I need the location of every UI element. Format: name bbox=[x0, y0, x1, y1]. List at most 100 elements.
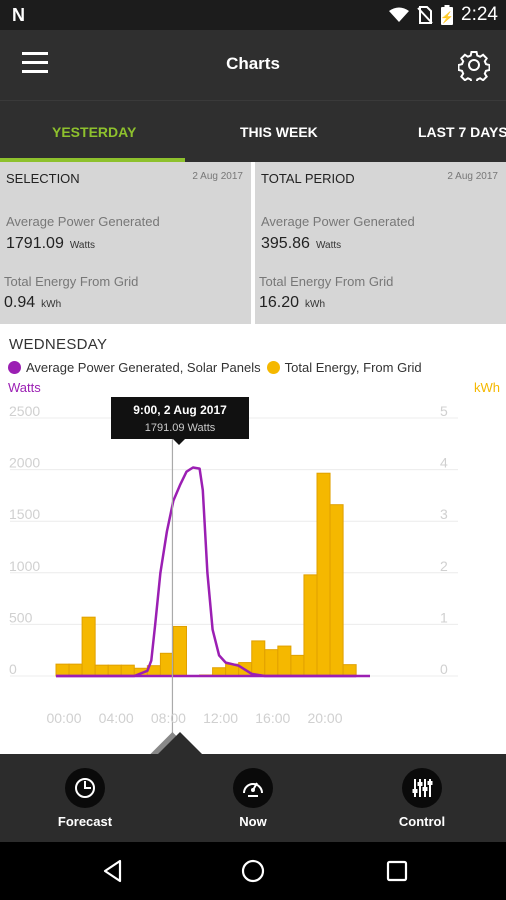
svg-text:⚡: ⚡ bbox=[441, 11, 453, 24]
hamburger-icon[interactable] bbox=[22, 52, 56, 78]
nav-control-label: Control bbox=[398, 814, 446, 829]
period-tabs: YESTERDAY THIS WEEK LAST 7 DAYS bbox=[0, 100, 506, 162]
grid-energy-bar bbox=[120, 664, 135, 677]
selection-grid-label: Total Energy From Grid bbox=[4, 274, 139, 289]
grid-energy-bar bbox=[159, 652, 174, 677]
y-right-tick-label: 5 bbox=[440, 403, 448, 419]
total-grid-number: 16.20 bbox=[259, 294, 300, 311]
selection-grid-value: 0.94 kWh bbox=[4, 294, 61, 312]
total-avg-value: 395.86 Watts bbox=[261, 235, 341, 253]
page-title: Charts bbox=[226, 54, 280, 73]
home-icon[interactable] bbox=[240, 858, 266, 884]
recents-icon[interactable] bbox=[384, 858, 410, 884]
total-avg-unit: Watts bbox=[315, 240, 342, 251]
grid-energy-bar bbox=[68, 663, 83, 677]
y-axis-left-label: Watts bbox=[8, 380, 41, 395]
tab-this-week[interactable]: THIS WEEK bbox=[240, 124, 318, 140]
y-left-tick-label: 1000 bbox=[9, 558, 40, 574]
wifi-icon bbox=[389, 7, 410, 22]
total-avg-number: 395.86 bbox=[261, 235, 310, 252]
total-grid-label: Total Energy From Grid bbox=[259, 274, 394, 289]
y-left-tick-label: 2500 bbox=[9, 403, 40, 419]
selection-grid-unit: kWh bbox=[41, 299, 62, 310]
y-left-tick-label: 0 bbox=[9, 661, 17, 677]
back-icon[interactable] bbox=[100, 858, 126, 884]
chart-day-label: WEDNESDAY bbox=[9, 336, 108, 353]
selection-panel: SELECTION 2 Aug 2017 Average Power Gener… bbox=[0, 162, 251, 324]
solar-power-line bbox=[56, 466, 357, 678]
y-left-tick-label: 500 bbox=[9, 609, 33, 625]
selection-avg-label: Average Power Generated bbox=[6, 214, 160, 229]
nav-now-label: Now bbox=[239, 814, 267, 829]
grid-energy-bar bbox=[251, 640, 266, 677]
x-tick-label: 16:00 bbox=[255, 710, 290, 726]
selection-avg-number: 1791.09 bbox=[6, 235, 64, 252]
selection-grid-number: 0.94 bbox=[4, 294, 36, 311]
y-right-tick-label: 1 bbox=[440, 609, 448, 625]
y-left-tick-label: 2000 bbox=[9, 455, 40, 471]
energy-chart[interactable]: 0 500 1000 1500 2000 2500 0 1 2 3 4 5 00:00 04:00 08:0… bbox=[0, 326, 506, 754]
y-right-tick-label: 0 bbox=[440, 661, 448, 677]
n-logo-icon: N bbox=[12, 5, 25, 25]
grid-energy-bar bbox=[342, 664, 357, 677]
grid-energy-bar bbox=[55, 663, 70, 677]
x-tick-label: 12:00 bbox=[203, 710, 238, 726]
status-icons: ⚡ 2:24 bbox=[389, 4, 498, 26]
y-axis-right-label: kWh bbox=[474, 380, 500, 395]
system-nav-bar bbox=[0, 842, 506, 900]
chart-legend: Average Power Generated, Solar Panels To… bbox=[8, 360, 422, 375]
grid-energy-bar bbox=[172, 625, 187, 677]
tooltip-value: 1791.09 Watts bbox=[144, 422, 216, 434]
y-right-tick-label: 2 bbox=[440, 558, 448, 574]
grid-energy-bar bbox=[303, 574, 318, 677]
battery-icon: ⚡ bbox=[441, 5, 454, 25]
legend-grid-label: Total Energy, From Grid bbox=[284, 360, 422, 375]
selection-avg-value: 1791.09 Watts bbox=[6, 235, 95, 253]
sliders-icon bbox=[402, 768, 442, 808]
y-left-tick-label: 1500 bbox=[9, 506, 40, 522]
tab-last-7-days[interactable]: LAST 7 DAYS bbox=[418, 124, 506, 140]
bottom-nav: Forecast Now Control bbox=[0, 732, 506, 842]
legend-power-label: Average Power Generated, Solar Panels bbox=[26, 360, 261, 375]
selection-date: 2 Aug 2017 bbox=[192, 171, 243, 182]
tab-indicator bbox=[0, 158, 185, 162]
grid-energy-bar bbox=[264, 649, 279, 677]
x-tick-label: 20:00 bbox=[307, 710, 342, 726]
grid-energy-bar bbox=[290, 654, 305, 677]
total-grid-value: 16.20 kWh bbox=[259, 294, 325, 312]
nav-control[interactable]: Control bbox=[372, 768, 472, 829]
total-period-title: TOTAL PERIOD bbox=[261, 171, 355, 186]
grid-energy-bar bbox=[329, 504, 344, 677]
tooltip-arrow bbox=[173, 439, 185, 445]
grid-energy-bar bbox=[316, 472, 331, 677]
total-period-panel: TOTAL PERIOD 2 Aug 2017 Average Power Ge… bbox=[255, 162, 506, 324]
status-time: 2:24 bbox=[461, 4, 498, 25]
nav-now[interactable]: Now bbox=[203, 768, 303, 829]
tooltip-title: 9:00, 2 Aug 2017 bbox=[133, 403, 227, 417]
gear-icon[interactable] bbox=[458, 49, 490, 81]
grid-energy-bar bbox=[94, 664, 109, 677]
chart-card: 0 500 1000 1500 2000 2500 0 1 2 3 4 5 00:00 04:00 08:0… bbox=[0, 326, 506, 754]
y-right-tick-label: 3 bbox=[440, 506, 448, 522]
legend-grid-swatch bbox=[266, 361, 280, 374]
selection-notch bbox=[158, 732, 202, 754]
selection-title: SELECTION bbox=[6, 171, 80, 186]
legend-power-swatch bbox=[8, 361, 21, 374]
grid-energy-bar bbox=[277, 645, 292, 677]
grid-energy-bar bbox=[81, 616, 96, 677]
status-bar: N ⚡ 2:24 bbox=[0, 0, 506, 30]
total-avg-label: Average Power Generated bbox=[261, 214, 415, 229]
gauge-icon bbox=[233, 768, 273, 808]
tab-yesterday[interactable]: YESTERDAY bbox=[52, 124, 137, 140]
nav-forecast-label: Forecast bbox=[57, 814, 113, 829]
y-right-tick-label: 4 bbox=[440, 455, 448, 471]
x-tick-label: 04:00 bbox=[99, 710, 134, 726]
x-tick-label: 00:00 bbox=[46, 710, 81, 726]
no-sim-icon bbox=[417, 6, 433, 24]
nav-forecast[interactable]: Forecast bbox=[35, 768, 135, 829]
selection-avg-unit: Watts bbox=[69, 240, 96, 251]
x-tick-label: 08:00 bbox=[151, 710, 186, 726]
grid-energy-bar bbox=[107, 664, 122, 677]
total-grid-unit: kWh bbox=[305, 299, 326, 310]
chart-tooltip: 9:00, 2 Aug 2017 1791.09 Watts bbox=[111, 397, 249, 445]
